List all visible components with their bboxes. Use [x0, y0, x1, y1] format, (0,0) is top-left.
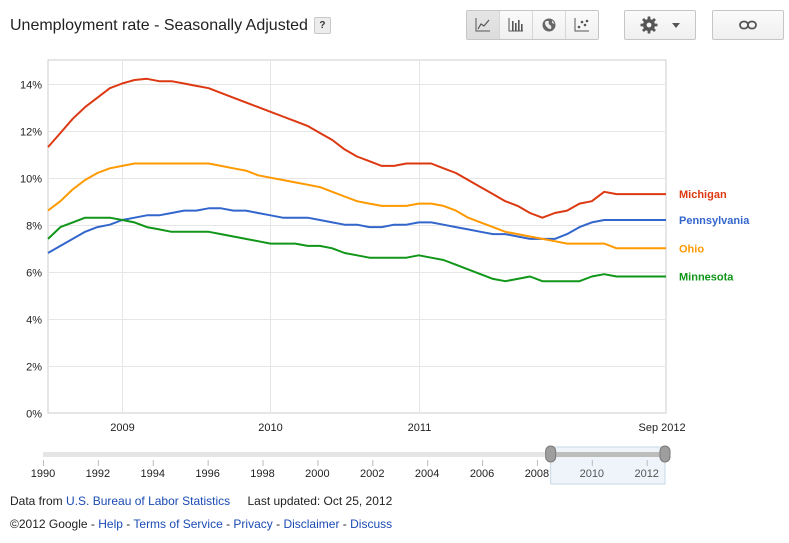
last-updated: Last updated: Oct 25, 2012 [247, 494, 393, 508]
legend: Michigan Pennsylvania Ohio Minnesota [679, 189, 750, 283]
copyright: ©2012 Google [10, 517, 88, 531]
scatter-chart-icon [574, 18, 589, 32]
link-icon [739, 20, 757, 30]
y-tick-label: 12% [20, 127, 42, 139]
timeline-year-label: 2010 [580, 468, 604, 480]
series-line-ohio [47, 162, 666, 250]
footer-separator: - [339, 517, 351, 531]
timeline-year-label: 1998 [250, 468, 274, 480]
footer-separator: - [222, 517, 234, 531]
legend-label-pennsylvania: Pennsylvania [679, 215, 750, 227]
settings-dropdown-button[interactable] [624, 10, 696, 40]
bar-chart-icon [508, 18, 523, 32]
footer-links: ©2012 Google - Help - Terms of Service -… [10, 517, 392, 531]
legend-label-minnesota: Minnesota [679, 272, 734, 284]
line-chart-button[interactable] [467, 11, 499, 39]
map-chart-button[interactable] [532, 11, 565, 39]
timeline-year-label: 2002 [360, 468, 384, 480]
series-line-michigan [47, 77, 666, 219]
gear-icon [640, 16, 658, 34]
timeline-year-label: 1992 [86, 468, 110, 480]
help-link[interactable]: Help [98, 517, 123, 531]
series-lines [47, 77, 666, 283]
scatter-chart-button[interactable] [565, 11, 598, 39]
timeline-year-label: 1996 [195, 468, 219, 480]
timeline-handle-left[interactable] [545, 445, 557, 463]
series-line-minnesota [47, 216, 666, 283]
legend-label-ohio: Ohio [679, 243, 704, 255]
bar-chart-button[interactable] [499, 11, 532, 39]
x-tick-label: Sep 2012 [639, 422, 686, 434]
chart-type-selector [466, 10, 599, 40]
footer-separator: - [122, 517, 134, 531]
y-tick-label: 10% [20, 174, 42, 186]
chart-title: Unemployment rate - Seasonally Adjusted? [10, 17, 331, 35]
y-tick-label: 8% [26, 221, 42, 233]
x-axis-labels: 2009 2010 2011 Sep 2012 [110, 422, 685, 434]
y-tick-label: 14% [20, 80, 42, 92]
discuss-link[interactable]: Discuss [350, 517, 393, 531]
x-tick-label: 2009 [110, 422, 134, 434]
y-tick-label: 0% [26, 409, 42, 421]
caret-down-icon [672, 22, 680, 28]
link-button[interactable] [712, 10, 784, 40]
y-tick-label: 4% [26, 315, 42, 327]
chart-title-text: Unemployment rate - Seasonally Adjusted [10, 17, 308, 34]
terms-link[interactable]: Terms of Service [133, 517, 223, 531]
line-chart: 0% 2% 4% 6% 8% 10% 12% 14% 2009 2010 2011 Sep 2012… [20, 59, 750, 485]
timeline-year-label: 2012 [634, 468, 658, 480]
disclaimer-link[interactable]: Disclaimer [283, 517, 340, 531]
series-line-pennsylvania [47, 207, 666, 254]
timeline-range-selector[interactable]: 1990 1992 1994 1996 1998 2000 2002 2004 2006 2008… [31, 445, 671, 485]
y-axis-labels: 0% 2% 4% 6% 8% 10% 12% 14% [20, 80, 42, 421]
timeline-year-label: 2006 [470, 468, 494, 480]
timeline-track [43, 452, 665, 457]
legend-label-michigan: Michigan [679, 189, 727, 201]
globe-map-icon [542, 18, 556, 32]
y-tick-label: 2% [26, 362, 42, 374]
line-chart-icon [475, 18, 490, 32]
timeline-year-label: 2008 [525, 468, 549, 480]
timeline-handle-right[interactable] [659, 445, 671, 463]
data-source-line: Data from U.S. Bureau of Labor Statistic… [10, 494, 392, 508]
data-from-label: Data from [10, 494, 63, 508]
plot-area [47, 59, 667, 414]
timeline-year-label: 2000 [305, 468, 329, 480]
timeline-year-label: 1990 [31, 468, 55, 480]
x-tick-label: 2010 [258, 422, 282, 434]
y-tick-label: 6% [26, 268, 42, 280]
help-button[interactable]: ? [313, 17, 331, 34]
privacy-link[interactable]: Privacy [233, 517, 273, 531]
timeline-year-label: 1994 [141, 468, 165, 480]
source-link[interactable]: U.S. Bureau of Labor Statistics [66, 494, 231, 508]
timeline-range-bar [550, 452, 665, 457]
footer-separator: - [87, 517, 99, 531]
x-tick-label: 2011 [408, 422, 432, 434]
timeline-year-label: 2004 [415, 468, 439, 480]
footer-separator: - [272, 517, 284, 531]
